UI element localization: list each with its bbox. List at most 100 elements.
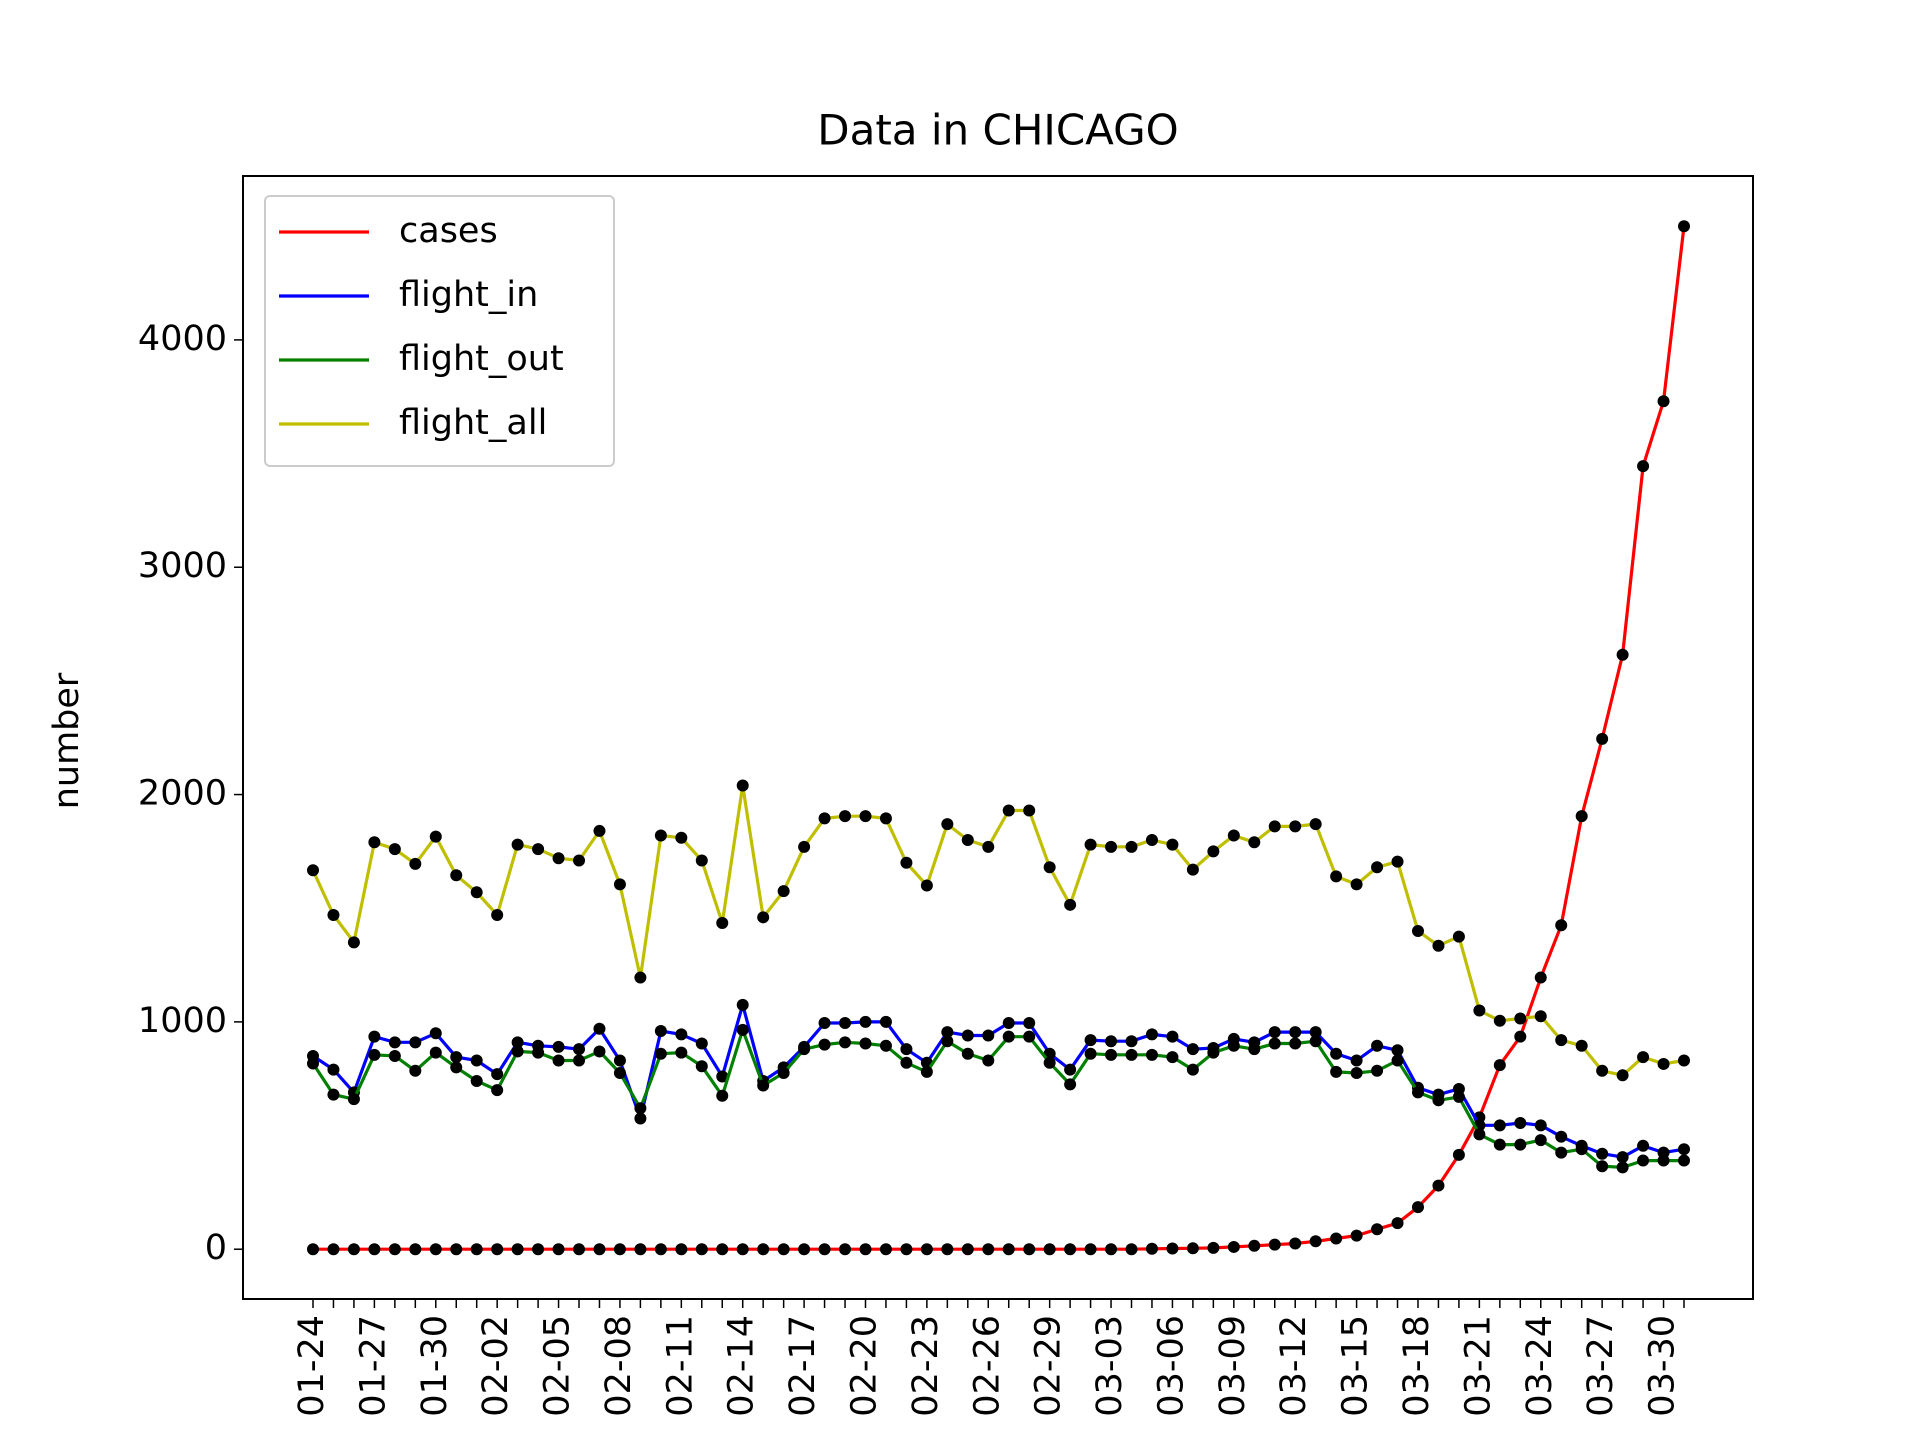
data-point [429, 1027, 442, 1040]
data-point [1105, 1048, 1118, 1061]
data-point [470, 886, 483, 899]
y-tick-label: 0 [205, 1228, 227, 1268]
data-point [347, 1243, 360, 1256]
data-point [777, 1243, 790, 1256]
data-point [429, 830, 442, 843]
data-point [1616, 1151, 1629, 1164]
data-point [1207, 1046, 1220, 1059]
data-point [961, 1029, 974, 1042]
data-point [368, 1243, 381, 1256]
legend-label: flight_out [399, 339, 564, 379]
data-point [982, 1243, 995, 1256]
data-point [859, 1243, 872, 1256]
data-point [552, 1243, 565, 1256]
data-point [1227, 1039, 1240, 1052]
data-point [573, 1043, 586, 1056]
data-point [1534, 1010, 1547, 1023]
data-point [1596, 1064, 1609, 1077]
data-point [736, 1243, 749, 1256]
data-point [798, 840, 811, 853]
data-point [941, 1035, 954, 1048]
data-point [1452, 930, 1465, 943]
data-point [429, 1243, 442, 1256]
data-point [1678, 1054, 1690, 1067]
x-tick-label: 03-18 [1397, 1315, 1437, 1417]
data-point [859, 1037, 872, 1050]
data-point [1391, 855, 1404, 868]
legend-label: flight_in [399, 275, 538, 315]
data-point [1678, 1154, 1690, 1167]
data-point [1678, 220, 1690, 233]
data-point [1555, 919, 1568, 932]
data-point [327, 1063, 340, 1076]
data-point [347, 936, 360, 949]
data-point [1371, 1223, 1384, 1236]
data-point [1023, 1017, 1036, 1030]
data-point [1002, 804, 1015, 817]
data-point [1166, 1242, 1179, 1255]
data-point [879, 1039, 892, 1052]
data-point [1514, 1012, 1527, 1025]
x-tick-label: 01-30 [415, 1315, 455, 1417]
data-point [634, 971, 647, 984]
data-point [491, 1084, 504, 1097]
data-point [1023, 1030, 1036, 1043]
data-point [1575, 1039, 1588, 1052]
data-point [1002, 1017, 1015, 1030]
legend-box [264, 195, 615, 467]
data-point [1391, 1217, 1404, 1230]
x-tick-label: 02-17 [783, 1315, 823, 1417]
data-point [1678, 1143, 1690, 1156]
data-point [573, 1243, 586, 1256]
data-point [1023, 804, 1036, 817]
data-point [736, 779, 749, 792]
data-point [1248, 1043, 1261, 1056]
data-point [409, 1243, 422, 1256]
data-point [839, 1017, 852, 1030]
y-tick-label: 3000 [138, 546, 227, 586]
data-point [1371, 1064, 1384, 1077]
data-point [1289, 1037, 1302, 1050]
data-point [900, 1243, 913, 1256]
data-point [1186, 1063, 1199, 1076]
data-point [654, 829, 667, 842]
data-point [409, 1064, 422, 1077]
data-point [1411, 924, 1424, 937]
x-tick-label: 02-23 [906, 1315, 946, 1417]
data-point [491, 1068, 504, 1081]
data-point [1493, 1119, 1506, 1132]
data-point [941, 818, 954, 831]
y-tick-label: 4000 [138, 319, 227, 359]
data-point [1596, 1147, 1609, 1160]
data-point [982, 1029, 995, 1042]
data-point [1289, 1026, 1302, 1039]
data-point [470, 1054, 483, 1067]
data-point [736, 1023, 749, 1036]
data-point [1534, 1134, 1547, 1147]
data-point [1493, 1014, 1506, 1027]
data-point [1432, 939, 1445, 952]
data-point [716, 1070, 729, 1083]
data-point [1616, 1161, 1629, 1174]
data-point [327, 1243, 340, 1256]
data-point [941, 1026, 954, 1039]
data-point [1350, 1067, 1363, 1080]
data-point [900, 1056, 913, 1069]
x-tick-label: 03-24 [1520, 1315, 1560, 1417]
data-point [1043, 1243, 1056, 1256]
data-point [1432, 1094, 1445, 1107]
data-point [818, 1038, 831, 1051]
data-point [1534, 1119, 1547, 1132]
data-point [695, 1243, 708, 1256]
data-point [859, 810, 872, 823]
data-point [1268, 1037, 1281, 1050]
data-point [1145, 1048, 1158, 1061]
plot-frame [242, 175, 1754, 1300]
data-point [1309, 818, 1322, 831]
data-point [757, 1079, 770, 1092]
data-point [695, 1037, 708, 1050]
data-point [1411, 1201, 1424, 1214]
data-point [1657, 1057, 1670, 1070]
data-point [1125, 1035, 1138, 1048]
data-point [879, 812, 892, 825]
